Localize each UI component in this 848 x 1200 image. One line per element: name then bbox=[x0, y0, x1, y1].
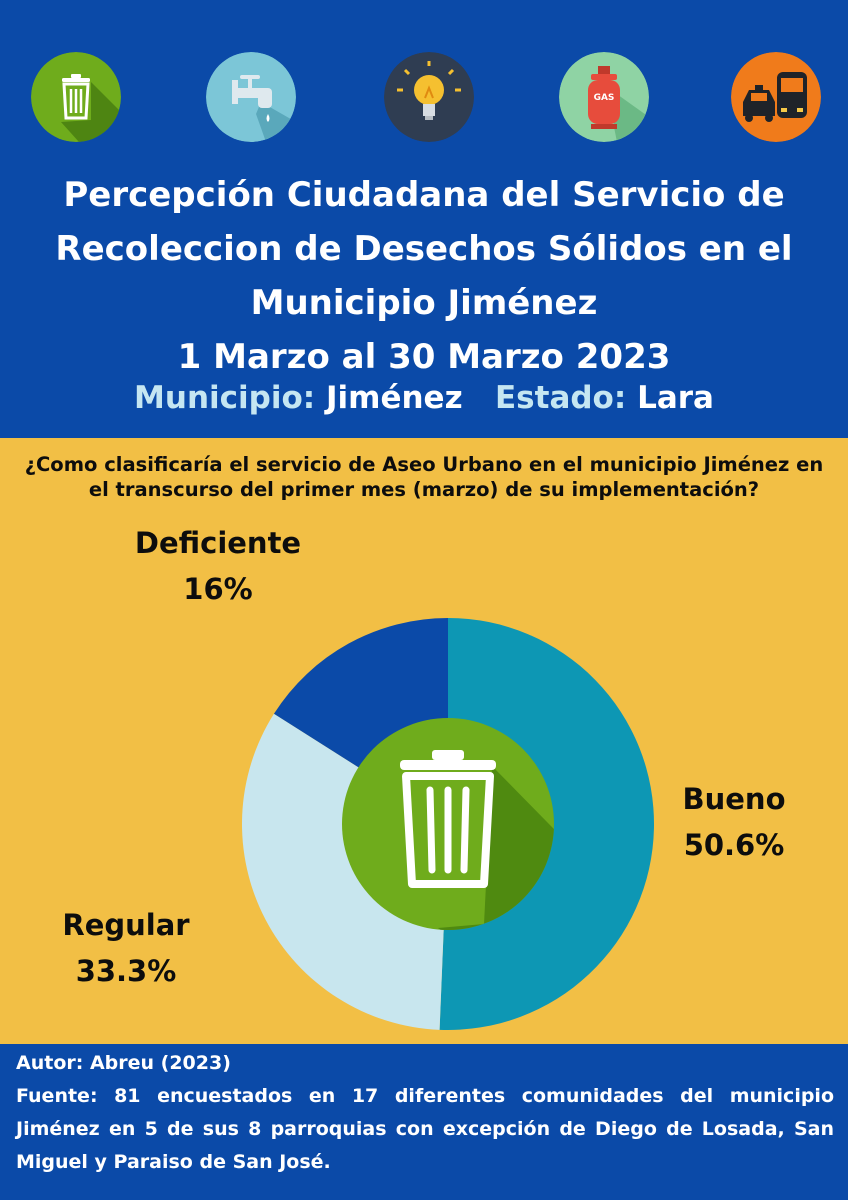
title-line: Municipio Jiménez bbox=[250, 283, 598, 323]
municipio-value: Jiménez bbox=[325, 380, 463, 416]
footer-band bbox=[0, 1044, 848, 1200]
page-title: Percepción Ciudadana del Servicio de Rec… bbox=[0, 168, 848, 384]
water-faucet-icon bbox=[206, 52, 296, 142]
slice-name: Bueno bbox=[682, 782, 786, 816]
slice-label-deficiente: Deficiente 16% bbox=[108, 520, 328, 612]
slice-value: 33.3% bbox=[75, 954, 177, 988]
author-text: Autor: Abreu (2023) bbox=[16, 1052, 231, 1074]
title-line: 1 Marzo al 30 Marzo 2023 bbox=[177, 337, 671, 377]
slice-value: 16% bbox=[183, 572, 253, 606]
transport-icon bbox=[731, 52, 821, 142]
estado-value: Lara bbox=[637, 380, 714, 416]
slice-label-bueno: Bueno 50.6% bbox=[634, 776, 834, 868]
source-text: Fuente: 81 encuestados en 17 diferentes … bbox=[16, 1085, 834, 1173]
location-subtitle: Municipio: Jiménez Estado: Lara bbox=[0, 374, 848, 422]
slice-label-regular: Regular 33.3% bbox=[26, 902, 226, 994]
slice-value: 50.6% bbox=[683, 828, 785, 862]
pie-chart bbox=[241, 618, 655, 1030]
gas-cylinder-icon: GAS bbox=[559, 52, 649, 142]
estado-label: Estado: bbox=[495, 380, 627, 416]
slice-name: Deficiente bbox=[134, 526, 302, 560]
trash-icon bbox=[31, 52, 121, 142]
municipio-label: Municipio: bbox=[134, 380, 316, 416]
lightbulb-icon bbox=[384, 52, 474, 142]
title-line: Percepción Ciudadana del Servicio de bbox=[63, 175, 785, 215]
title-line: Recoleccion de Desechos Sólidos en el bbox=[55, 229, 793, 269]
gas-label: GAS bbox=[594, 93, 615, 103]
slice-name: Regular bbox=[62, 908, 190, 942]
chart-question: ¿Como clasificaría el servicio de Aseo U… bbox=[24, 453, 824, 501]
center-trash-icon bbox=[400, 750, 496, 888]
